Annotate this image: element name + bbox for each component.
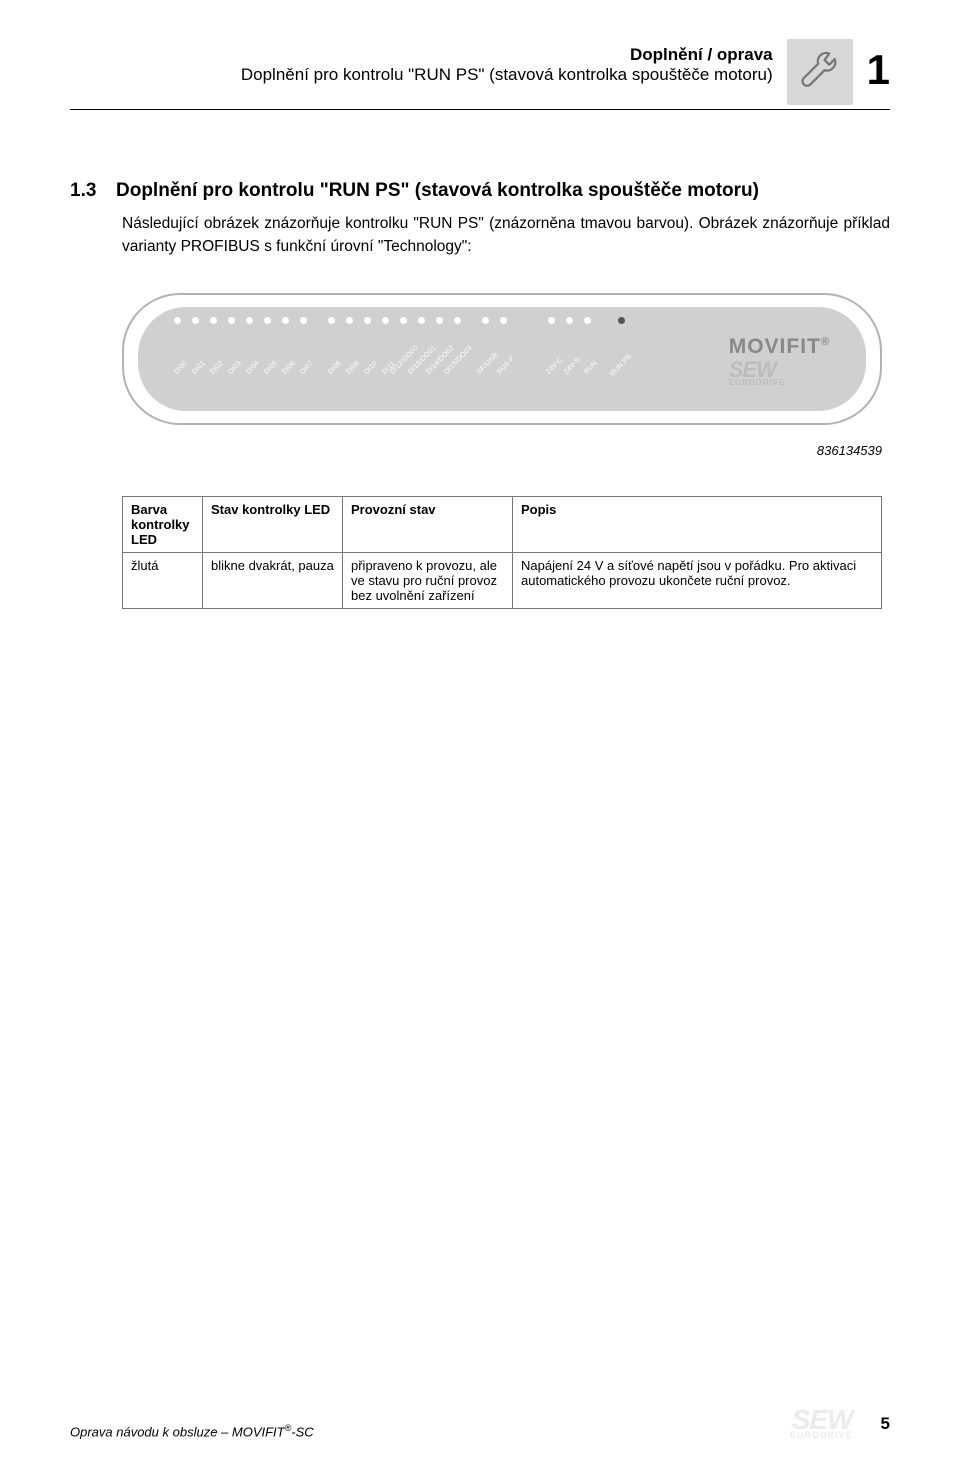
led: DI09 — [340, 317, 358, 334]
led-run-ps: RUN PS — [606, 317, 636, 334]
brand-sew: SEW — [729, 361, 830, 379]
led-dot — [192, 317, 199, 324]
td-mode: připraveno k provozu, ale ve stavu pro r… — [343, 552, 513, 608]
table-header-row: Barva kontrolky LED Stav kontrolky LED P… — [123, 496, 882, 552]
led-dot — [436, 317, 443, 324]
led: SF/USR — [476, 317, 494, 334]
led-dot — [364, 317, 371, 324]
page-header: Doplnění / oprava Doplnění pro kontrolu … — [70, 45, 890, 110]
led-dot — [300, 317, 307, 324]
led: DI11 — [376, 317, 394, 334]
led: DI05 — [258, 317, 276, 334]
td-color: žlutá — [123, 552, 203, 608]
led-dot — [454, 317, 461, 324]
led: DI12/DO00 — [394, 317, 412, 334]
led-dot — [500, 317, 507, 324]
led: DI10 — [358, 317, 376, 334]
led: DI02 — [204, 317, 222, 334]
led-dot — [328, 317, 335, 324]
section-paragraph: Následující obrázek znázorňuje kontrolku… — [122, 212, 890, 259]
led-dot — [400, 317, 407, 324]
figure-id: 836134539 — [122, 443, 882, 458]
led-dot — [346, 317, 353, 324]
led-dot — [566, 317, 573, 324]
led: DI01 — [186, 317, 204, 334]
led: DI08 — [322, 317, 340, 334]
device-figure: DI00DI01DI02DI03DI04DI05DI06DI07 DI08DI0… — [122, 293, 890, 458]
led: RUN — [578, 317, 596, 334]
page-footer: Oprava návodu k obsluze – MOVIFIT®-SC SE… — [70, 1409, 890, 1439]
led-group-2: DI08DI09DI10DI11DI12/DO00DI13/DO01DI14/D… — [322, 317, 466, 334]
footer-logo-euro: EURODRIVE — [790, 1432, 853, 1439]
th-color: Barva kontrolky LED — [123, 496, 203, 552]
section-title: Doplnění pro kontrolu "RUN PS" (stavová … — [116, 180, 759, 201]
footer-logo: SEW EURODRIVE — [790, 1409, 853, 1439]
brand-eurodrive: EURODRIVE — [729, 378, 830, 387]
wrench-icon — [787, 39, 853, 105]
led-dot — [264, 317, 271, 324]
led-dot — [548, 317, 555, 324]
footer-text: Oprava návodu k obsluze – MOVIFIT®-SC — [70, 1423, 314, 1439]
th-state: Stav kontrolky LED — [203, 496, 343, 552]
section: 1.3Doplnění pro kontrolu "RUN PS" (stavo… — [70, 180, 890, 609]
led-dot — [174, 317, 181, 324]
header-title-2: Doplnění pro kontrolu "RUN PS" (stavová … — [70, 65, 773, 85]
led: 24V-S — [560, 317, 578, 334]
led: BUS-F — [494, 317, 512, 334]
led-dot — [228, 317, 235, 324]
led-dot-dark — [618, 317, 625, 324]
header-title-1: Doplnění / oprava — [70, 45, 773, 65]
device-brand: MOVIFIT® SEW EURODRIVE — [729, 335, 830, 388]
led-group-3: SF/USRBUS-F — [476, 317, 512, 334]
table-row: žlutá blikne dvakrát, pauza připraveno k… — [123, 552, 882, 608]
led: DI15/DO03 — [448, 317, 466, 334]
led-dot — [246, 317, 253, 324]
led-status-table: Barva kontrolky LED Stav kontrolky LED P… — [122, 496, 882, 609]
led: DI07 — [294, 317, 312, 334]
led: DI04 — [240, 317, 258, 334]
led-row: DI00DI01DI02DI03DI04DI05DI06DI07 DI08DI0… — [168, 317, 840, 334]
led-dot — [210, 317, 217, 324]
led: DI00 — [168, 317, 186, 334]
led-dot — [584, 317, 591, 324]
footer-logo-sew: SEW — [790, 1409, 853, 1431]
footer-page-number: 5 — [881, 1414, 890, 1434]
th-mode: Provozní stav — [343, 496, 513, 552]
section-heading: 1.3Doplnění pro kontrolu "RUN PS" (stavo… — [70, 180, 890, 202]
brand-movifit: MOVIFIT® — [729, 335, 830, 359]
led-dot — [418, 317, 425, 324]
section-number: 1.3 — [70, 180, 116, 202]
led-dot — [282, 317, 289, 324]
led-dot — [382, 317, 389, 324]
led: DI03 — [222, 317, 240, 334]
td-state: blikne dvakrát, pauza — [203, 552, 343, 608]
led-dot — [482, 317, 489, 324]
led: DI14/DO02 — [430, 317, 448, 334]
led: DI06 — [276, 317, 294, 334]
led: DI13/DO01 — [412, 317, 430, 334]
section-number-large: 1 — [867, 49, 890, 91]
device-panel: DI00DI01DI02DI03DI04DI05DI06DI07 DI08DI0… — [122, 293, 882, 425]
td-desc: Napájení 24 V a síťové napětí jsou v poř… — [513, 552, 882, 608]
footer-right: SEW EURODRIVE 5 — [790, 1409, 890, 1439]
led-group-1: DI00DI01DI02DI03DI04DI05DI06DI07 — [168, 317, 312, 334]
led-group-4: 24V-C24V-SRUN — [542, 317, 596, 334]
led: 24V-C — [542, 317, 560, 334]
th-desc: Popis — [513, 496, 882, 552]
header-titles: Doplnění / oprava Doplnění pro kontrolu … — [70, 45, 773, 85]
